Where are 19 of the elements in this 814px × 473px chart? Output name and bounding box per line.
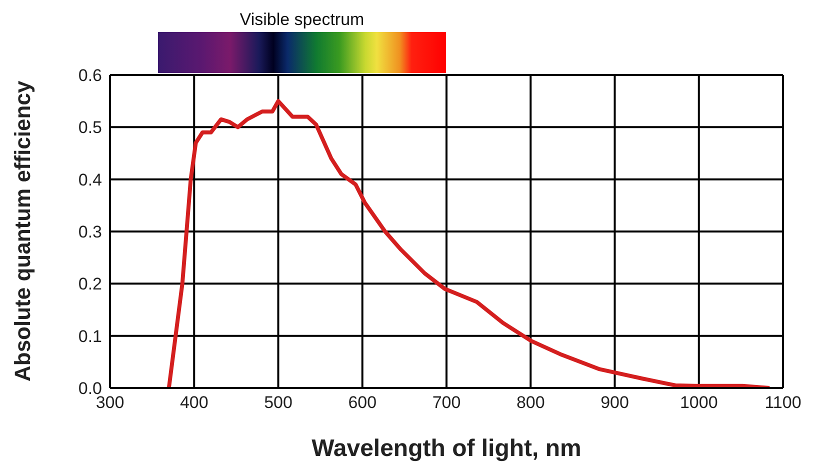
x-tick-label: 400 (180, 393, 208, 412)
y-tick-label: 0.3 (78, 222, 102, 242)
y-tick-label: 0.6 (78, 66, 102, 86)
x-tick-label: 700 (432, 393, 461, 412)
y-axis-title: Absolute quantum efficiency (10, 80, 35, 382)
x-tick-label: 600 (348, 393, 377, 412)
x-tick-label: 300 (96, 393, 124, 412)
x-tick-label: 1000 (680, 393, 718, 412)
x-axis-title: Wavelength of light, nm (312, 435, 582, 462)
x-tick-label: 800 (516, 393, 545, 412)
x-tick-label: 1100 (764, 393, 802, 412)
y-tick-label: 0.4 (78, 170, 102, 190)
y-tick-label: 0.5 (78, 118, 102, 138)
line-series (166, 99, 772, 388)
x-tick-label: 500 (264, 393, 292, 412)
y-tick-label: 0.1 (78, 326, 102, 346)
text: Visible spectrum (238, 10, 366, 30)
x-tick-label: 900 (600, 393, 629, 412)
y-tick-label: 0.2 (78, 274, 102, 294)
